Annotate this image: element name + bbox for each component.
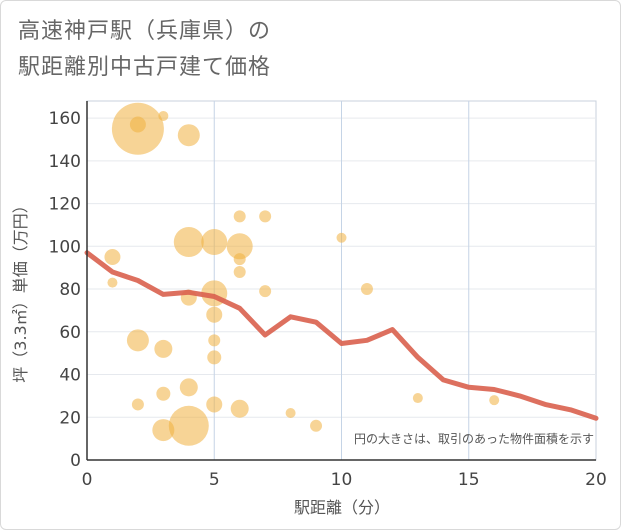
bubble-point [208,334,221,347]
y-tick-label: 0 [70,451,81,471]
bubble-point [201,229,228,256]
bubble-point [233,253,246,266]
bubble-point [206,396,223,413]
y-axis-title: 坪（3.3㎡）単価（万円） [11,197,30,382]
bubble-point [285,407,296,418]
y-tick-label: 160 [49,109,81,129]
y-tick-label: 40 [59,366,81,386]
size-note: 円の大きさは、取引のあった物件面積を示す [354,431,594,446]
bubble-point [129,116,146,133]
axes [86,101,596,461]
chart-title-line1: 高速神戸駅（兵庫県）の [18,19,272,44]
bubble-point [233,210,246,223]
bubble-point [489,395,500,406]
bubble-point [173,227,204,258]
y-tick-label: 80 [59,280,81,300]
bubble-point [230,399,249,418]
trend-series [84,250,599,421]
y-tick-label: 60 [59,323,81,343]
bubble-point [310,419,323,432]
y-tick-label: 100 [49,237,81,257]
bubble-point [233,265,246,278]
bubble-point [168,405,209,446]
bubble-series [104,102,500,446]
bubble-point [206,306,223,323]
x-axis-title: 駅距離（分） [294,498,390,517]
bubble-point [131,398,144,411]
bubble-point [179,378,198,397]
bubble-point [158,110,169,121]
bubble-point [156,386,171,401]
bubble-point [207,350,222,365]
chart-title: 高速神戸駅（兵庫県）の 駅距離別中古戸建て価格 [18,14,271,86]
x-tick-label: 5 [209,470,220,490]
y-tick-label: 20 [59,408,81,428]
x-tick-label: 15 [458,470,480,490]
x-tick-label: 10 [331,470,353,490]
trend-line [84,250,599,421]
bubble-point [226,233,253,260]
y-tick-label: 120 [49,195,81,215]
bubble-point [154,339,173,358]
bubble-point [107,277,118,288]
x-tick-label: 20 [585,470,607,490]
x-tick-label: 0 [82,470,93,490]
bubble-point [259,210,272,223]
bubble-point [177,124,200,147]
bubble-point [412,393,423,404]
grid-lines [86,100,597,461]
chart-title-line2: 駅距離別中古戸建て価格 [18,55,272,80]
bubble-point [360,283,373,296]
y-tick-label: 140 [49,152,81,172]
bubble-point [259,285,272,298]
bubble-point [104,248,121,265]
bubble-point [336,232,347,243]
tick-labels: 0 20 40 60 80 100 120 140 160 0 5 10 15 20 [49,109,607,490]
bubble-point [126,329,149,352]
